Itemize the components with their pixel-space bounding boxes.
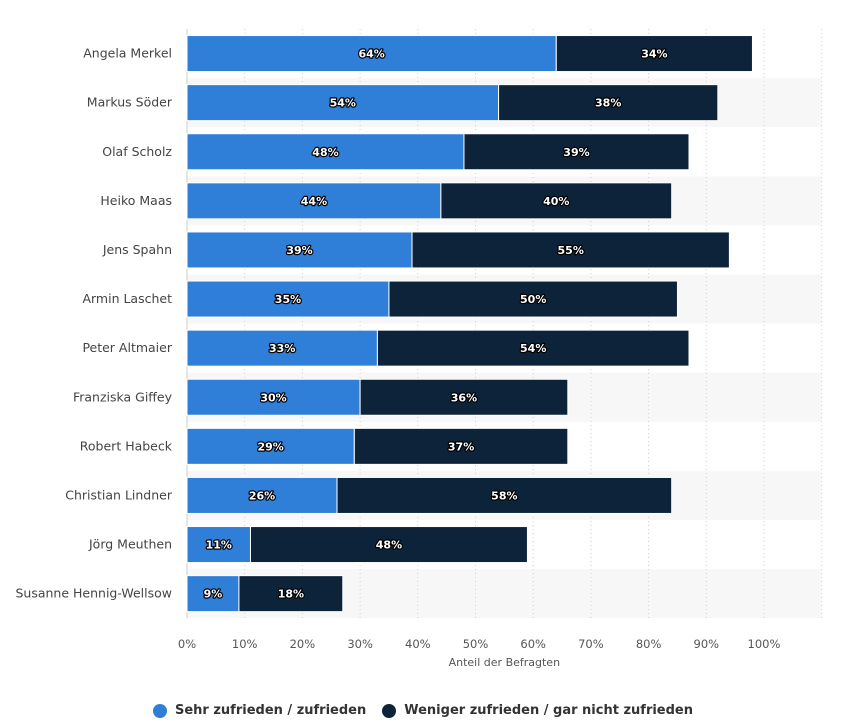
bar-series-1[interactable] — [186, 575, 240, 613]
legend-marker-series-2 — [382, 703, 397, 718]
data-label: 18% — [278, 588, 304, 601]
legend-item-series-1[interactable]: Sehr zufrieden / zufrieden — [152, 703, 367, 718]
data-label: 39% — [563, 146, 589, 159]
bar-series-1[interactable] — [186, 133, 465, 171]
data-label: 39% — [286, 244, 312, 257]
x-tick-label: 60% — [520, 637, 546, 651]
category-label: Franziska Giffey — [73, 389, 173, 404]
x-tick-label: 70% — [578, 637, 604, 651]
x-tick-label: 100% — [748, 637, 781, 651]
data-label: 11% — [206, 539, 232, 552]
x-tick-label: 50% — [463, 637, 489, 651]
bar-series-1[interactable] — [186, 231, 413, 269]
x-tick-label: 20% — [290, 637, 316, 651]
bar-series-2[interactable] — [353, 427, 569, 465]
bar-series-2[interactable] — [463, 133, 690, 171]
bar-series-2[interactable] — [376, 329, 690, 367]
bar-series-1[interactable] — [186, 35, 557, 73]
category-label: Olaf Scholz — [102, 144, 172, 159]
x-tick-label: 30% — [347, 637, 373, 651]
data-label: 55% — [558, 244, 584, 257]
legend-label-series-2: Weniger zufrieden / gar nicht zufrieden — [404, 703, 694, 718]
legend-label-series-1: Sehr zufrieden / zufrieden — [174, 703, 367, 718]
legend: Sehr zufrieden / zufrieden Weniger zufri… — [0, 703, 846, 718]
bar-series-1[interactable] — [186, 84, 500, 122]
category-label: Susanne Hennig-Wellsow — [15, 586, 172, 601]
bar-series-1[interactable] — [186, 182, 442, 220]
bar-series-1[interactable] — [186, 378, 361, 416]
chart-svg: Angela Merkel 64% 34% Markus Söder 54% 38% Ola… — [15, 29, 823, 669]
x-tick-label: 10% — [232, 637, 258, 651]
data-label: 48% — [312, 146, 338, 159]
category-label: Angela Merkel — [83, 46, 172, 61]
x-axis-title: Anteil der Befragten — [449, 656, 560, 669]
x-tick-label: 40% — [405, 637, 431, 651]
category-label: Robert Habeck — [80, 438, 173, 453]
data-label: 64% — [358, 48, 384, 61]
category-label: Jens Spahn — [102, 242, 172, 257]
data-label: 54% — [520, 342, 546, 355]
data-label: 50% — [520, 293, 546, 306]
bar-series-2[interactable] — [440, 182, 673, 220]
data-label: 33% — [269, 342, 295, 355]
x-tick-label: 80% — [636, 637, 662, 651]
bar-series-2[interactable] — [388, 280, 678, 318]
category-label: Armin Laschet — [82, 291, 172, 306]
bar-series-1[interactable] — [186, 280, 390, 318]
category-label: Christian Lindner — [65, 487, 173, 502]
data-label: 48% — [376, 539, 402, 552]
legend-item-series-2[interactable]: Weniger zufrieden / gar nicht zufrieden — [382, 703, 693, 718]
legend-marker-series-1 — [152, 703, 167, 718]
data-label: 37% — [448, 440, 474, 453]
bar-series-2[interactable] — [411, 231, 730, 269]
data-label: 9% — [204, 588, 223, 601]
category-label: Peter Altmaier — [82, 340, 172, 355]
data-label: 26% — [249, 489, 275, 502]
bar-series-2[interactable] — [555, 35, 753, 73]
x-tick-label: 90% — [694, 637, 720, 651]
category-label: Markus Söder — [87, 95, 173, 110]
data-label: 40% — [543, 195, 569, 208]
bar-series-2[interactable] — [359, 378, 569, 416]
data-label: 29% — [257, 440, 283, 453]
bar-series-2[interactable] — [238, 575, 344, 613]
data-label: 34% — [641, 48, 667, 61]
data-label: 36% — [451, 391, 477, 404]
bar-series-2[interactable] — [498, 84, 719, 122]
bar-series-2[interactable] — [336, 476, 673, 514]
data-label: 54% — [330, 97, 356, 110]
data-label: 58% — [491, 489, 517, 502]
data-label: 35% — [275, 293, 301, 306]
data-label: 38% — [595, 97, 621, 110]
category-label: Heiko Maas — [100, 193, 172, 208]
category-label: Jörg Meuthen — [88, 537, 172, 552]
bar-series-2[interactable] — [249, 526, 528, 564]
bar-series-1[interactable] — [186, 526, 251, 564]
data-label: 44% — [301, 195, 327, 208]
data-label: 30% — [260, 391, 286, 404]
x-tick-label: 0% — [178, 637, 196, 651]
